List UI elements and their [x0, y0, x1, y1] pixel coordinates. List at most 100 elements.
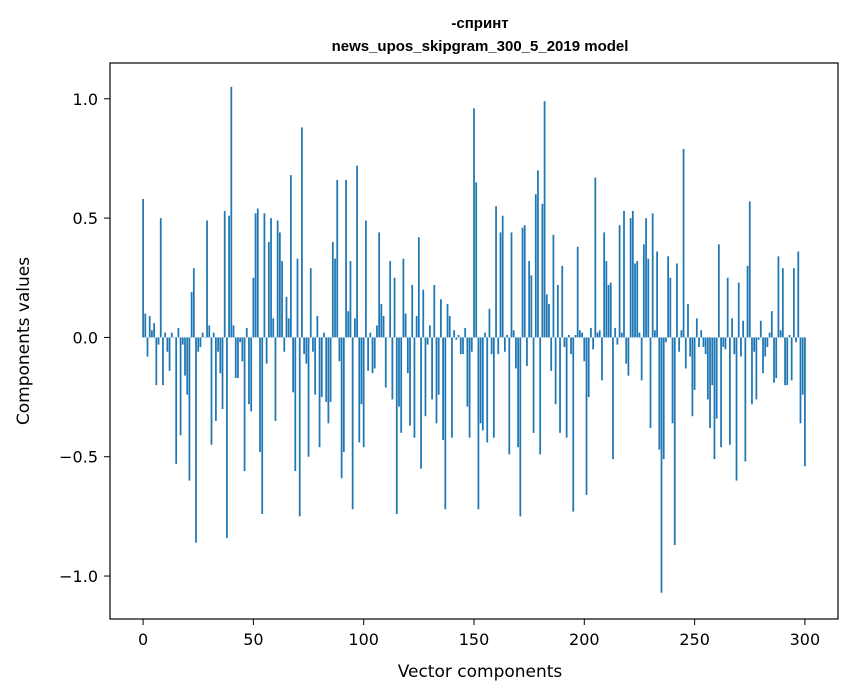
x-tick-label: 300 — [790, 630, 821, 649]
bar — [526, 337, 528, 367]
bar — [287, 318, 290, 338]
bar — [629, 218, 632, 338]
bar — [737, 282, 740, 338]
bar — [598, 330, 601, 338]
bar — [318, 337, 321, 448]
bar — [426, 337, 429, 345]
bar — [797, 251, 800, 338]
bar — [801, 337, 804, 395]
bar — [422, 289, 425, 338]
bar — [316, 315, 319, 338]
bar — [192, 268, 195, 338]
chart-title-line1: -спринт — [451, 15, 508, 32]
bar — [779, 330, 782, 338]
bar — [695, 318, 698, 338]
bar — [534, 194, 537, 338]
bar — [592, 337, 594, 350]
bar — [490, 337, 493, 355]
bar — [691, 337, 694, 417]
bar — [435, 337, 438, 424]
y-tick-label: −1.0 — [59, 567, 98, 586]
bar — [609, 282, 612, 338]
bar — [378, 232, 381, 338]
bar — [373, 337, 376, 369]
bar — [389, 261, 392, 338]
bar — [411, 284, 414, 338]
bar — [671, 337, 674, 424]
bar — [559, 337, 561, 433]
bar — [237, 337, 239, 378]
bar — [616, 337, 619, 345]
bar — [142, 199, 144, 338]
bar — [298, 337, 301, 517]
bar — [667, 256, 670, 338]
x-tick-label: 200 — [569, 630, 600, 649]
bar — [528, 261, 531, 338]
bar — [548, 304, 550, 338]
bar — [706, 337, 709, 400]
bar — [464, 327, 467, 338]
bar — [261, 337, 264, 514]
bar — [409, 337, 411, 426]
bar — [504, 337, 506, 352]
bar — [248, 337, 250, 405]
bar — [470, 337, 473, 352]
bar — [468, 337, 471, 438]
bar — [762, 337, 764, 374]
bar — [488, 308, 491, 338]
bar — [753, 337, 756, 352]
bar — [770, 311, 773, 338]
bar — [155, 337, 158, 386]
bar — [512, 330, 515, 338]
bar — [790, 337, 793, 381]
bar — [733, 337, 736, 355]
bar — [532, 337, 535, 433]
bar — [239, 337, 242, 343]
bar — [715, 337, 718, 419]
bar — [720, 337, 722, 448]
bar — [327, 337, 330, 424]
bar — [799, 337, 802, 424]
y-axis-ticks: 1.0 0.5 0.0 −0.5 −1.0 — [59, 90, 110, 586]
bar — [773, 337, 775, 383]
bar — [565, 337, 568, 438]
x-tick-label: 100 — [348, 630, 379, 649]
bar — [292, 337, 294, 393]
bar — [325, 337, 328, 402]
bar — [278, 232, 281, 338]
bar — [285, 296, 288, 338]
bar — [631, 210, 634, 338]
bar — [563, 337, 566, 347]
bar — [766, 337, 769, 347]
bar — [748, 201, 751, 338]
bar — [371, 337, 374, 374]
plot-frame — [109, 62, 839, 620]
bar — [543, 101, 546, 338]
bar — [669, 277, 672, 338]
bar — [296, 258, 299, 338]
bar — [693, 337, 696, 390]
bar — [212, 332, 215, 338]
bar — [479, 337, 482, 424]
bar — [757, 337, 760, 340]
bar — [506, 335, 508, 338]
bar — [576, 246, 579, 338]
bar — [424, 337, 427, 417]
bar — [259, 337, 261, 452]
bar — [159, 218, 162, 338]
bar — [305, 337, 308, 364]
bar — [415, 315, 418, 338]
bar — [245, 327, 248, 338]
bar — [276, 220, 279, 338]
bar — [481, 337, 484, 431]
bar — [784, 337, 786, 386]
bar — [195, 337, 197, 543]
bar — [515, 337, 517, 369]
bar — [360, 337, 363, 405]
bar — [448, 315, 451, 338]
bar — [190, 292, 193, 338]
bar — [687, 304, 689, 338]
bar — [455, 337, 458, 340]
bar — [618, 225, 621, 338]
bar — [751, 337, 753, 405]
